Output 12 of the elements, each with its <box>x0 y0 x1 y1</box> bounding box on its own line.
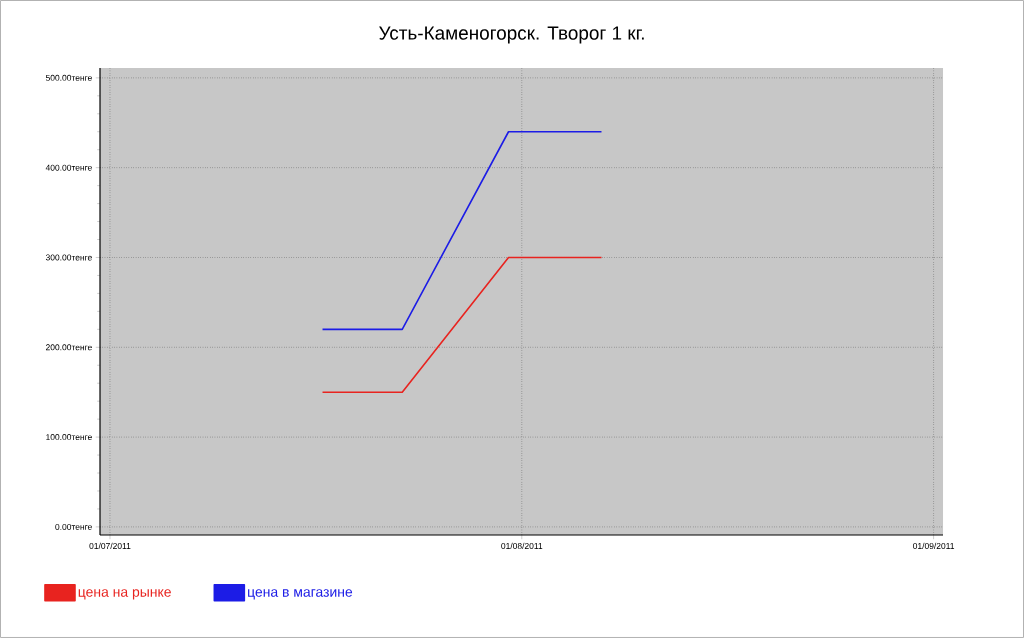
x-tick-label: 01/07/2011 <box>89 542 131 549</box>
y-tick-label: 200.00тенге <box>45 344 92 351</box>
chart-title: Усть-Каменогорск. Творог 1 кг. <box>379 26 644 44</box>
legend-label: цена на рынке <box>78 589 171 600</box>
legend-label: цена в магазине <box>248 589 353 600</box>
x-tick-label: 01/09/2011 <box>913 542 955 549</box>
y-tick-label: 300.00тенге <box>45 254 92 261</box>
y-tick-label: 100.00тенге <box>46 434 92 441</box>
x-tick-label: 01/08/2011 <box>501 542 543 549</box>
y-tick-label: 500.00тенге <box>45 74 92 81</box>
y-tick-label: 400.00тенге <box>45 164 92 171</box>
y-tick-label: 0.00тенге <box>55 523 92 530</box>
